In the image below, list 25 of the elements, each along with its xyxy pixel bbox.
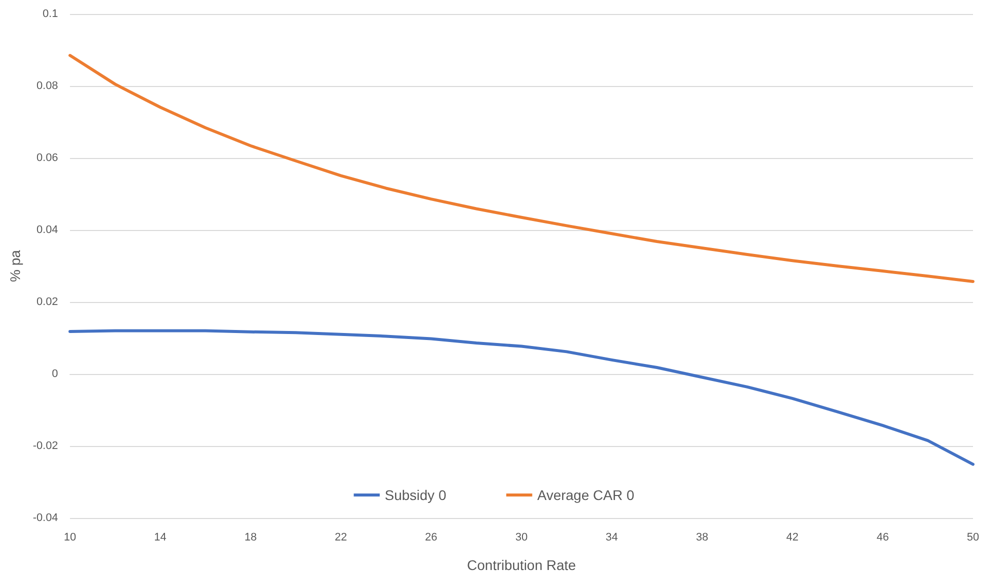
y-tick-label: 0.02 [36, 296, 58, 308]
legend-label: Average CAR 0 [537, 487, 634, 503]
y-tick-label: 0.04 [36, 224, 58, 236]
x-tick-label: 46 [876, 532, 889, 544]
x-axis-title: Contribution Rate [467, 557, 576, 573]
y-axis-title: % pa [7, 250, 23, 282]
y-tick-label: 0.1 [42, 8, 58, 20]
y-tick-label: 0 [52, 368, 58, 380]
line-series [68, 54, 974, 283]
x-tick-label: 38 [696, 532, 708, 544]
y-tick-label: 0.08 [36, 80, 58, 92]
x-tick-label: 14 [154, 532, 166, 544]
x-tick-label: 42 [786, 532, 799, 544]
x-tick-label: 34 [606, 532, 618, 544]
x-tick-label: 10 [64, 532, 76, 544]
y-tick-label: -0.04 [32, 512, 58, 524]
y-tick-label: 0.06 [36, 152, 58, 164]
line-series [68, 329, 974, 466]
x-tick-label: 30 [515, 532, 528, 544]
legend-label: Subsidy 0 [384, 487, 446, 503]
y-tick-label: -0.02 [32, 440, 58, 452]
x-tick-label: 50 [966, 532, 980, 544]
x-tick-label: 26 [425, 532, 438, 544]
x-tick-label: 18 [244, 532, 257, 544]
x-tick-label: 22 [334, 532, 348, 544]
